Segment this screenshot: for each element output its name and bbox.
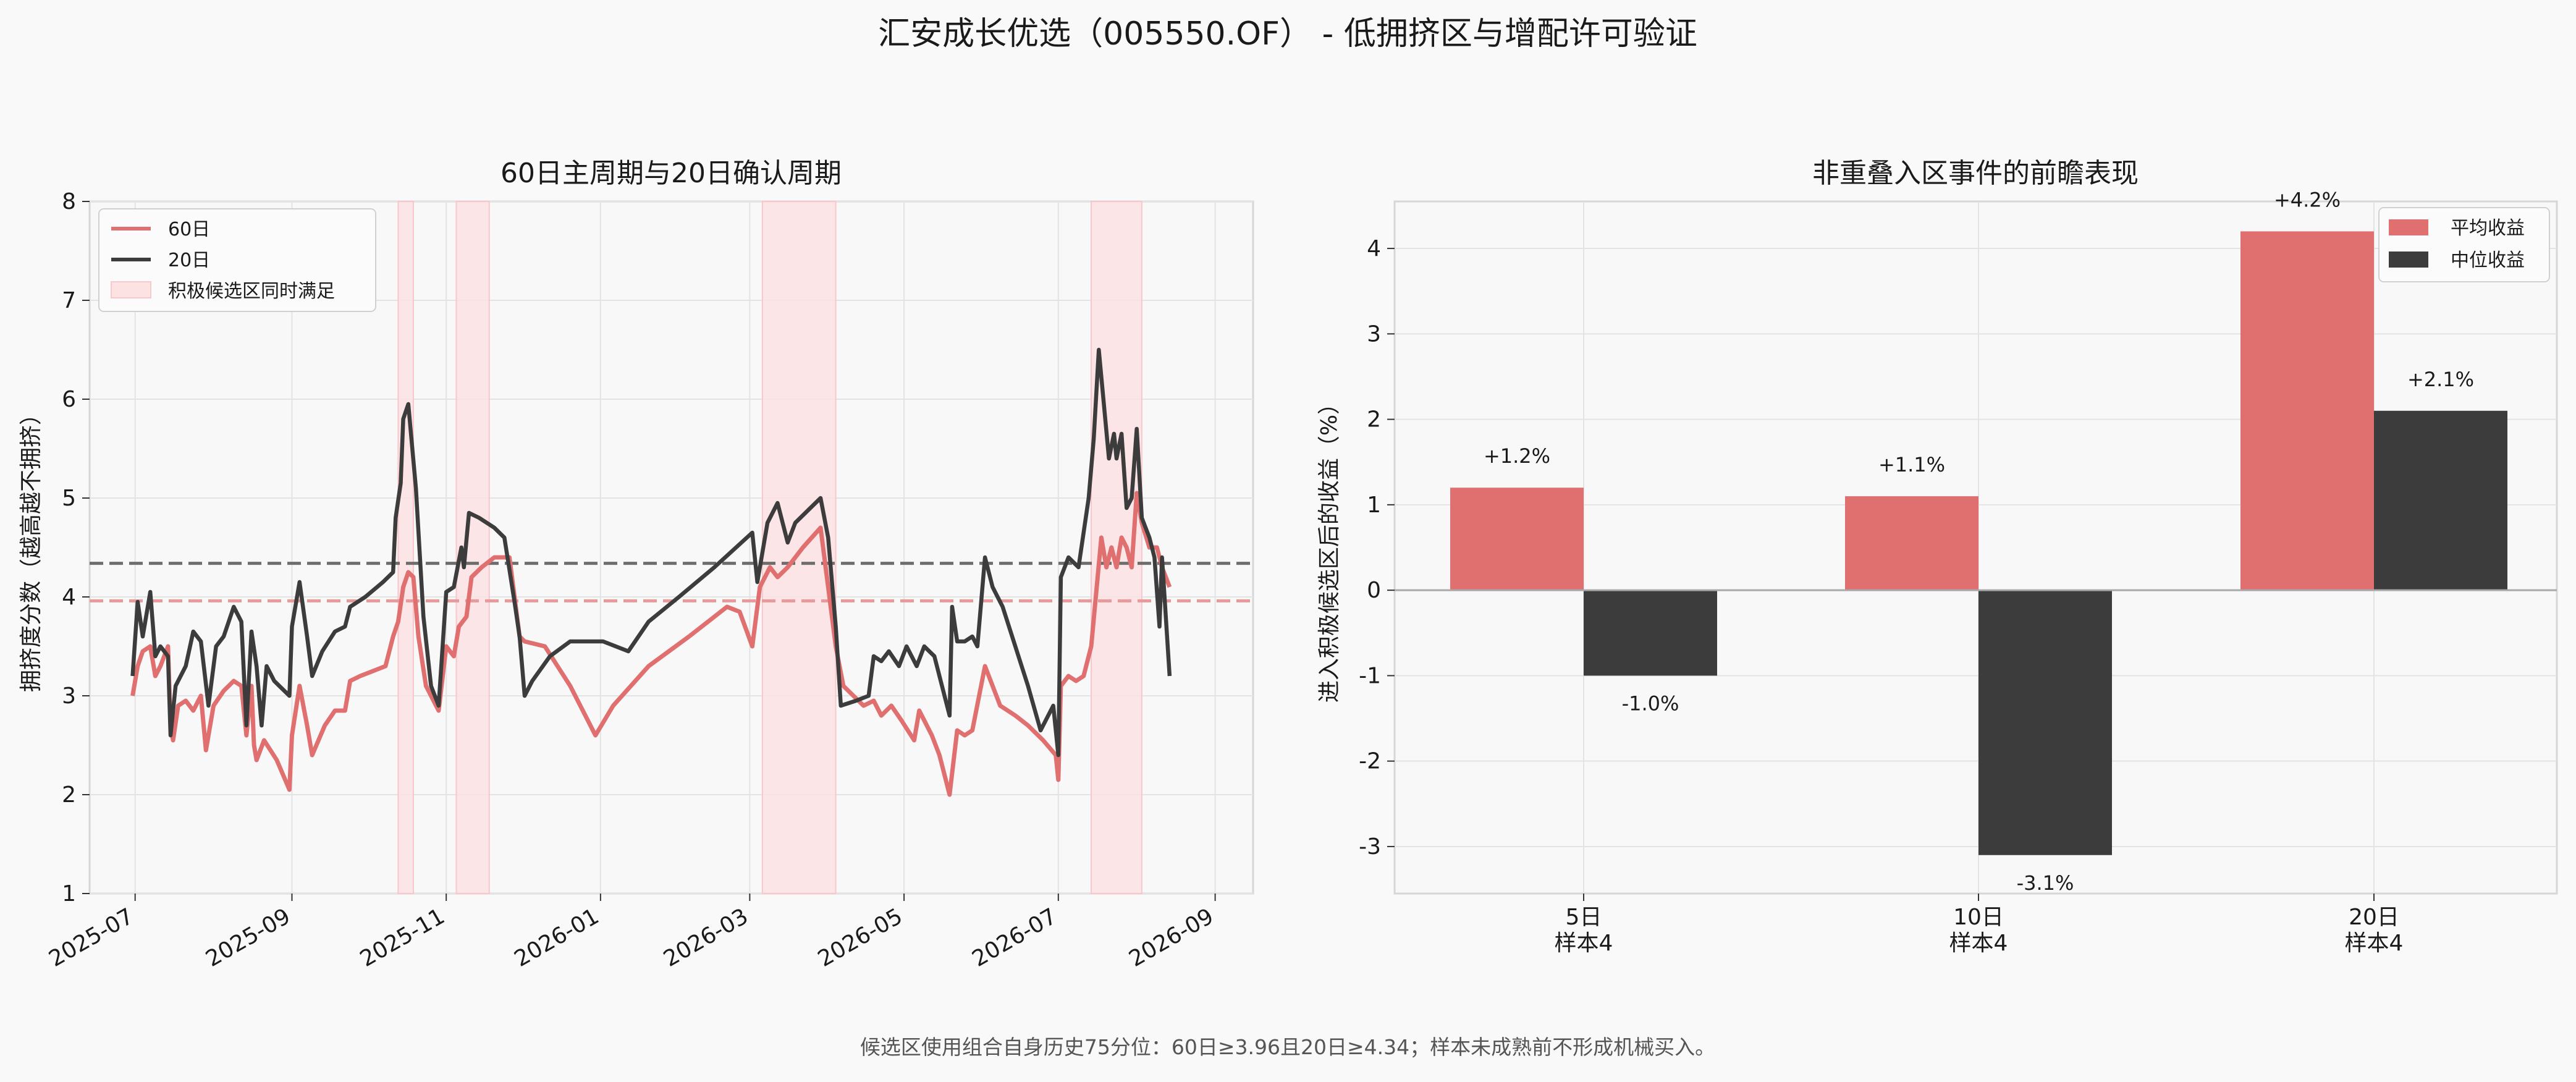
legend-swatch-mean (2389, 219, 2428, 235)
y-tick-label: 3 (62, 683, 76, 709)
y-tick-label: 4 (62, 585, 76, 610)
candidate-band (397, 201, 414, 894)
y-tick-label: 5 (62, 486, 76, 511)
bar-median (1584, 590, 1717, 676)
x-tick-label: 2026-09 (1125, 903, 1218, 972)
bar-mean (2240, 231, 2374, 591)
x-category-label-line: 5日 (1566, 905, 1602, 930)
x-category-label-line: 样本4 (2345, 931, 2404, 956)
x-category-label-line: 样本4 (1949, 931, 2008, 956)
right-bars: +1.2% +1.1% +4.2% -1.0% -3.1% +2.1% (1395, 188, 2557, 895)
x-tick-label: 2025-07 (44, 903, 138, 972)
x-category-label: 20日样本4 (2345, 905, 2404, 956)
y-tick-label: -3 (1359, 834, 1381, 860)
x-category-label-line: 20日 (2349, 905, 2399, 930)
bar-median (2374, 410, 2507, 591)
series-line-20d (130, 347, 1172, 758)
x-tick-label: 2026-01 (510, 903, 604, 972)
x-tick-label: 2026-03 (659, 903, 753, 972)
y-tick-label: 3 (1367, 321, 1381, 347)
y-tick-label: 4 (1367, 236, 1381, 261)
legend-box (98, 208, 376, 312)
left-candidate-bands (397, 201, 1142, 894)
right-legend: 平均收益 中位收益 (2378, 207, 2550, 282)
left-chart: 1 2 3 4 5 6 7 8 2025-07 2025-09 2025-11 2026-01 2026… (19, 158, 1254, 972)
y-tick-label: 1 (62, 881, 76, 907)
bar-mean (1450, 488, 1584, 591)
left-gridlines (90, 201, 1253, 894)
left-series-lines (130, 347, 1172, 797)
y-tick-label: 7 (62, 288, 76, 313)
bar-value-label: -1.0% (1622, 691, 1679, 715)
x-tick-label: 2026-07 (968, 903, 1062, 972)
x-tick-label: 2025-09 (201, 903, 295, 972)
right-y-axis-label: 进入积极候选区后的收益（%） (1317, 392, 1342, 703)
bar-value-label: +1.2% (1484, 444, 1550, 468)
bar-mean (1845, 496, 1978, 591)
x-category-label-line: 样本4 (1555, 931, 1613, 956)
left-chart-title: 60日主周期与20日确认周期 (500, 158, 842, 189)
left-legend: 60日 20日 积极候选区同时满足 (98, 208, 376, 312)
bar-value-label: +2.1% (2407, 368, 2474, 391)
right-chart: +1.2% +1.1% +4.2% -1.0% -3.1% +2.1% -3 -2 -1 0 1 2… (1317, 158, 2558, 956)
legend-label-60d: 60日 (168, 219, 210, 240)
legend-swatch-band (111, 281, 151, 298)
legend-label-band: 积极候选区同时满足 (168, 281, 335, 302)
y-tick-label: 2 (1367, 407, 1381, 433)
figure-footnote: 候选区使用组合自身历史75分位：60日≥3.96且20日≥4.34；样本未成熟前… (860, 1035, 1715, 1059)
right-chart-title: 非重叠入区事件的前瞻表现 (1812, 158, 2139, 189)
x-category-label: 5日样本4 (1555, 905, 1613, 956)
x-tick-label: 2026-05 (814, 903, 907, 972)
bar-median (1978, 590, 2112, 855)
y-tick-label: 6 (62, 387, 76, 412)
legend-label-median: 中位收益 (2451, 250, 2525, 271)
series-line-60d (130, 491, 1172, 797)
legend-swatch-median (2389, 251, 2428, 268)
y-tick-label: 2 (62, 782, 76, 808)
legend-label-20d: 20日 (168, 250, 210, 271)
x-category-label: 10日样本4 (1949, 905, 2008, 956)
bar-value-label: +4.2% (2274, 188, 2341, 211)
bar-value-label: -3.1% (2017, 871, 2074, 895)
bar-value-label: +1.1% (1878, 453, 1945, 476)
y-tick-label: -2 (1359, 749, 1381, 774)
left-y-axis-label: 拥挤度分数（越高越不拥挤） (19, 403, 44, 692)
x-category-label-line: 10日 (1953, 905, 2004, 930)
legend-label-mean: 平均收益 (2451, 218, 2525, 239)
figure-title: 汇安成长优选（005550.OF） - 低拥挤区与增配许可验证 (878, 15, 1697, 53)
y-tick-label: 8 (62, 189, 76, 214)
y-tick-label: 1 (1367, 492, 1381, 518)
y-tick-label: 0 (1367, 578, 1381, 603)
x-tick-label: 2025-11 (356, 903, 449, 972)
y-tick-label: -1 (1359, 663, 1381, 688)
